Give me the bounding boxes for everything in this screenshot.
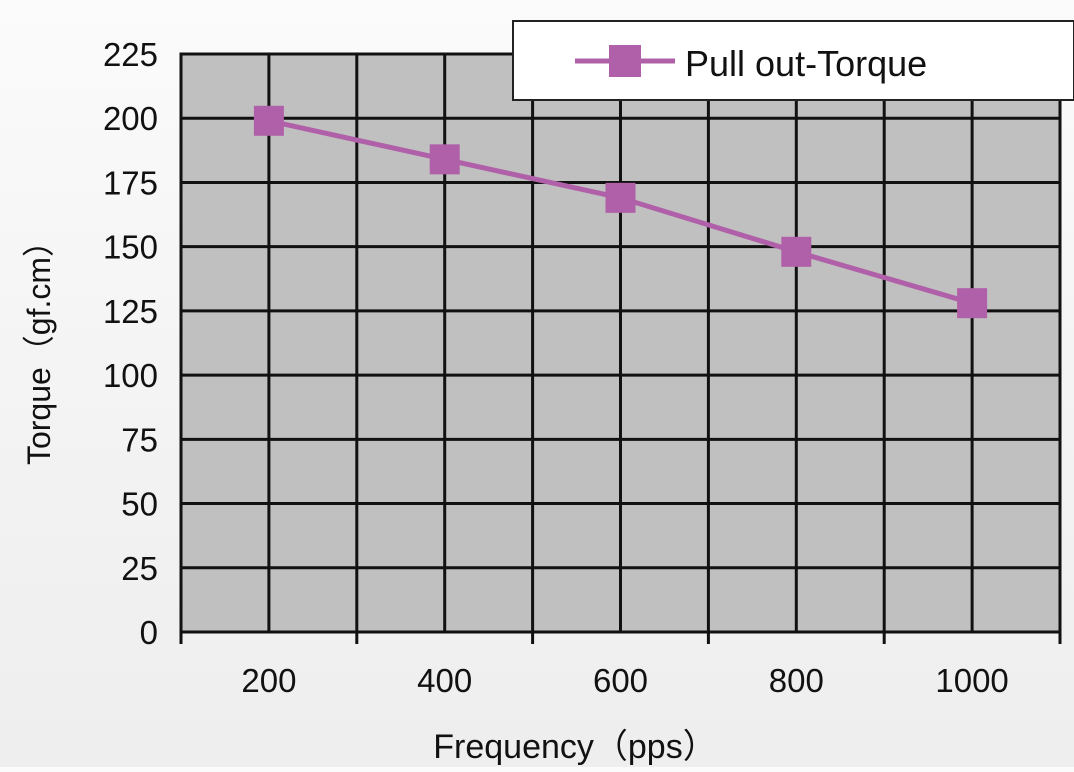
y-tick-label: 75 (121, 421, 158, 458)
y-tick-labels: 0 25 50 75 100 125 150 175 200 225 (103, 36, 158, 651)
legend-label: Pull out-Torque (685, 43, 927, 84)
y-tick-label: 200 (103, 100, 158, 137)
legend-marker (609, 45, 641, 77)
data-point-marker (429, 144, 460, 175)
y-tick-label: 50 (121, 486, 158, 523)
y-tick-label: 150 (103, 229, 158, 266)
axes (179, 54, 1062, 644)
data-point-marker (253, 105, 284, 136)
data-point-marker (605, 182, 636, 213)
x-axis-label: Frequency（pps） (433, 728, 716, 766)
data-point-marker (781, 236, 812, 267)
series-layer (253, 105, 988, 319)
x-tick-label: 200 (241, 662, 296, 699)
y-tick-label: 100 (103, 357, 158, 394)
x-tick-labels: 200 400 600 800 1000 (241, 662, 1008, 699)
x-tick-label: 600 (593, 662, 648, 699)
y-axis-label: Torque（gf.cm） (21, 225, 57, 465)
x-tick-label: 800 (769, 662, 824, 699)
x-tick-label: 1000 (935, 662, 1008, 699)
x-tick-label: 400 (417, 662, 472, 699)
y-tick-label: 225 (103, 36, 158, 73)
y-tick-label: 125 (103, 293, 158, 330)
data-point-marker (957, 288, 988, 319)
y-tick-label: 25 (121, 550, 158, 587)
y-tick-label: 0 (140, 614, 158, 651)
legend: Pull out-Torque (512, 20, 1074, 101)
y-tick-label: 175 (103, 164, 158, 201)
